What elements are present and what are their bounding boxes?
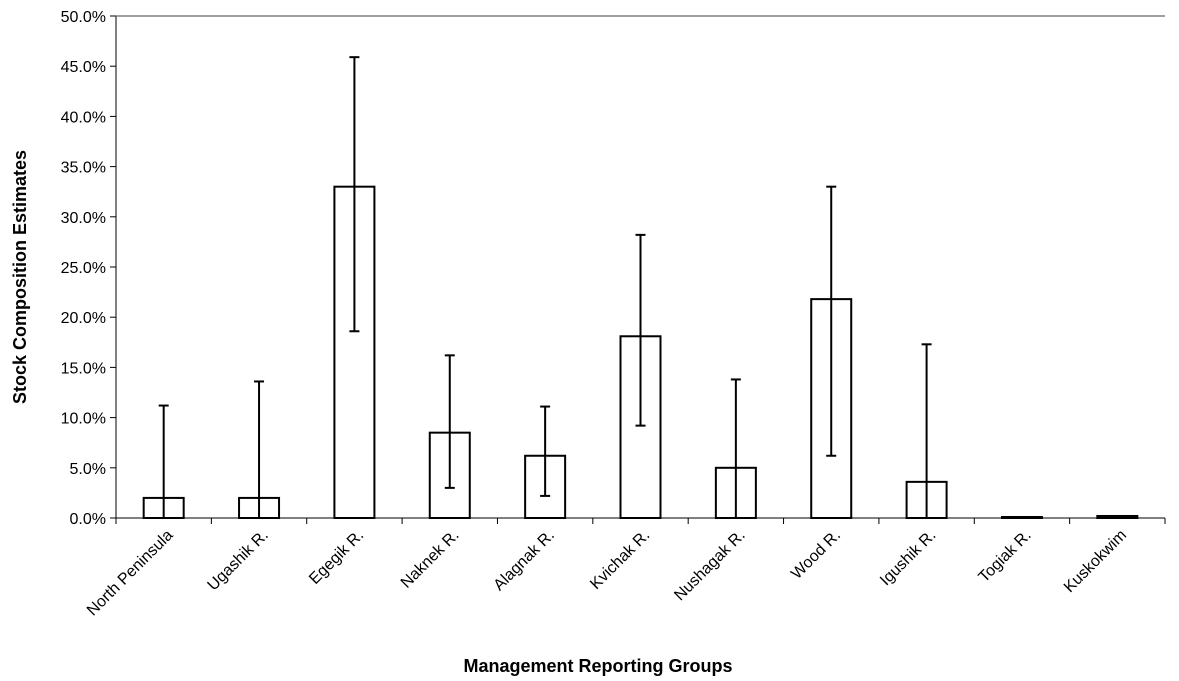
x-tick-label: Alagnak R. (491, 527, 558, 594)
y-ticks-layer: 0.0% 5.0% 10.0% 15.0% 20.0% 25.0% 30.0% 35.0% 40… (61, 9, 116, 528)
x-tick-label: Igushik R. (877, 527, 939, 589)
y-tick-label: 20.0% (61, 310, 106, 327)
x-tick-label: Naknek R. (398, 527, 463, 592)
x-ticks-layer: North Peninsula Ugashik R. Egegik R. Naknek… (84, 518, 1166, 620)
y-axis-title: Stock Composition Estimates (10, 150, 30, 404)
y-tick-label: 40.0% (61, 109, 106, 126)
x-tick-label: Egegik R. (306, 527, 367, 588)
y-tick-label: 35.0% (61, 160, 106, 177)
x-tick-label: North Peninsula (84, 527, 177, 620)
x-tick-label: Kuskokwim (1061, 527, 1130, 596)
y-tick-label: 25.0% (61, 260, 106, 277)
y-tick-label: 45.0% (61, 59, 106, 76)
x-tick-label: Ugashik R. (205, 527, 272, 594)
y-tick-label: 0.0% (70, 511, 106, 528)
x-tick-label: Togiak R. (976, 527, 1035, 586)
y-tick-label: 50.0% (61, 9, 106, 26)
x-tick-label: Wood R. (788, 527, 844, 583)
x-axis-title: Management Reporting Groups (463, 656, 732, 676)
x-tick-label: Nushagak R. (671, 527, 748, 604)
y-tick-label: 5.0% (70, 461, 106, 478)
error-bars-layer (158, 56, 1123, 519)
x-tick-label: Kvichak R. (587, 527, 653, 593)
y-tick-label: 15.0% (61, 360, 106, 377)
y-tick-label: 30.0% (61, 210, 106, 227)
y-tick-label: 10.0% (61, 411, 106, 428)
